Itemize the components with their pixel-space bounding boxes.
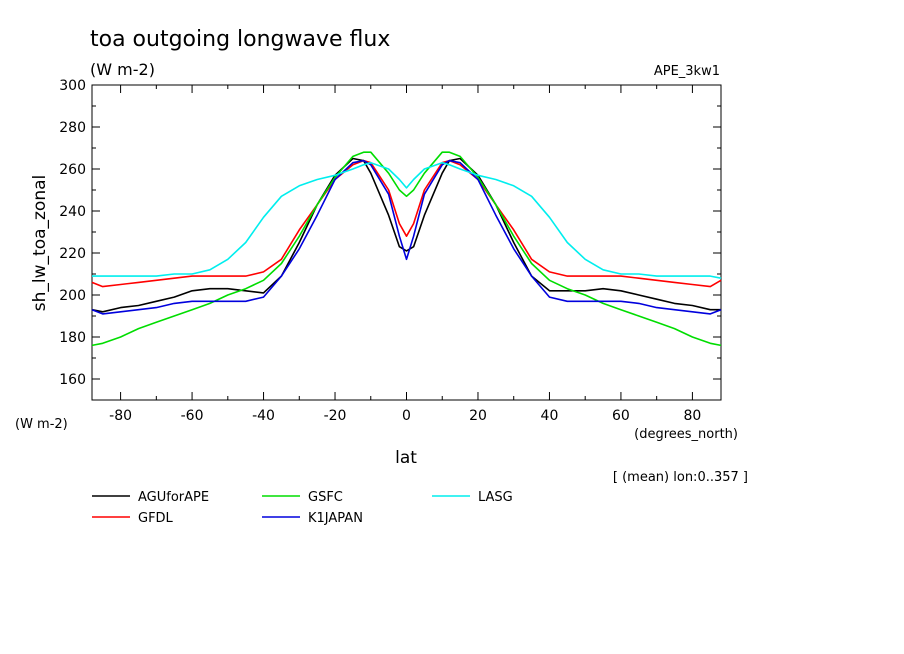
y-tick-label: 300: [59, 78, 86, 94]
series-line-gsfc: [91, 151, 722, 347]
y-tick-label: 240: [59, 204, 86, 220]
y-axis-label: sh_lw_toa_zonal: [30, 175, 50, 311]
series-line-k1japan: [91, 159, 722, 315]
chart-title: toa outgoing longwave flux: [90, 27, 390, 52]
legend-label: GFDL: [138, 511, 174, 526]
x-tick-label: -20: [324, 408, 347, 424]
series-line-lasg: [92, 161, 722, 279]
x-tick-label: -60: [181, 408, 204, 424]
y-tick-label: 160: [59, 372, 86, 388]
legend-label: K1JAPAN: [308, 511, 363, 526]
legend-label: AGUforAPE: [138, 490, 209, 505]
x-axis-label: lat: [395, 448, 417, 468]
x-tick-label: 60: [612, 408, 630, 424]
x-tick-label: 20: [469, 408, 487, 424]
y-tick-label: 260: [59, 162, 86, 178]
y-tick-label: 220: [59, 246, 86, 262]
y-axis-units: (W m-2): [15, 417, 68, 432]
x-tick-label: 80: [683, 408, 701, 424]
x-axis-units: (degrees_north): [634, 427, 738, 442]
x-tick-label: -80: [109, 408, 132, 424]
y-tick-label: 180: [59, 330, 86, 346]
y-tick-label: 280: [59, 120, 86, 136]
mean-note: [ (mean) lon:0..357 ]: [613, 470, 748, 485]
legend-label: LASG: [478, 490, 513, 505]
plot-frame: [91, 84, 722, 401]
experiment-label: APE_3kw1: [654, 64, 720, 79]
x-tick-label: 0: [402, 408, 411, 424]
chart-subtitle: (W m-2): [90, 60, 155, 79]
legend: AGUforAPE GFDL GSFC K1JAPAN LASG: [92, 490, 513, 526]
legend-label: GSFC: [308, 490, 343, 505]
series-line-aguforape: [91, 157, 721, 313]
plot-area: -80 -60 -40 -20 0 20 40 60 80 160 180 200 220 240 260 2…: [59, 78, 722, 424]
x-tick-label: 40: [541, 408, 559, 424]
y-tick-label: 200: [59, 288, 86, 304]
x-tick-label: -40: [252, 408, 275, 424]
series-line-gfdl: [91, 159, 722, 288]
